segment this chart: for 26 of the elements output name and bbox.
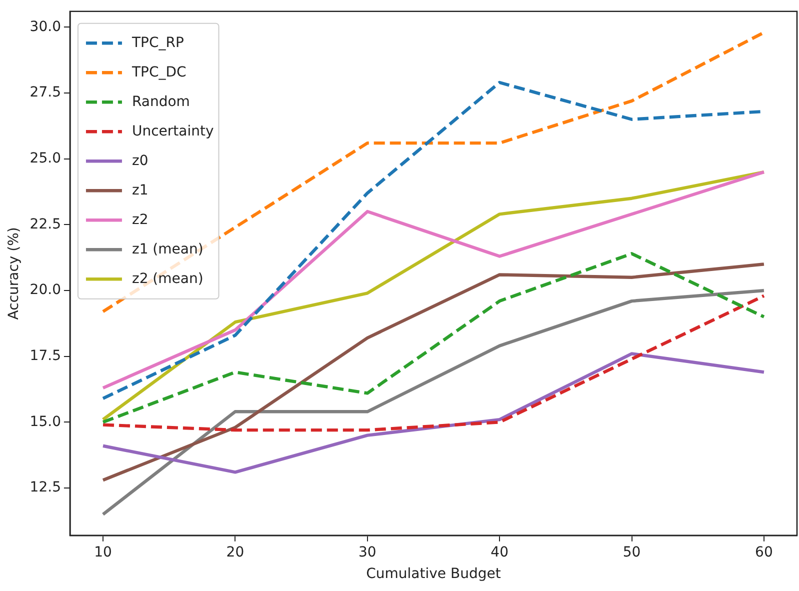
legend-label: TPC_DC [130, 64, 187, 80]
y-tick-label: 12.5 [30, 480, 61, 496]
y-tick-label: 25.0 [30, 150, 61, 166]
legend-label: TPC_RP [130, 34, 184, 51]
legend-label: z1 [132, 182, 148, 198]
legend-label: z1 (mean) [132, 241, 204, 258]
legend-label: Random [132, 94, 190, 110]
y-tick-label: 20.0 [30, 282, 61, 298]
legend-label: z2 [132, 212, 148, 228]
legend-label: z0 [132, 152, 148, 169]
y-tick-label: 22.5 [30, 216, 61, 232]
legend-label: Uncertainty [132, 123, 214, 140]
y-tick-label: 17.5 [30, 348, 61, 364]
x-axis-title: Cumulative Budget [366, 566, 502, 582]
x-tick-label: 60 [755, 544, 773, 560]
x-tick-label: 50 [622, 544, 641, 560]
x-tick-label: 20 [226, 544, 244, 560]
x-tick-label: 30 [358, 544, 376, 560]
legend-label: z2 (mean) [132, 270, 204, 287]
x-tick-label: 10 [94, 544, 112, 560]
x-tick-label: 40 [490, 544, 508, 560]
y-tick-label: 15.0 [30, 414, 61, 430]
y-axis-title: Accuracy (%) [6, 227, 22, 320]
y-tick-label: 30.0 [30, 18, 61, 35]
y-tick-label: 27.5 [30, 84, 61, 101]
line-series [101, 294, 766, 432]
